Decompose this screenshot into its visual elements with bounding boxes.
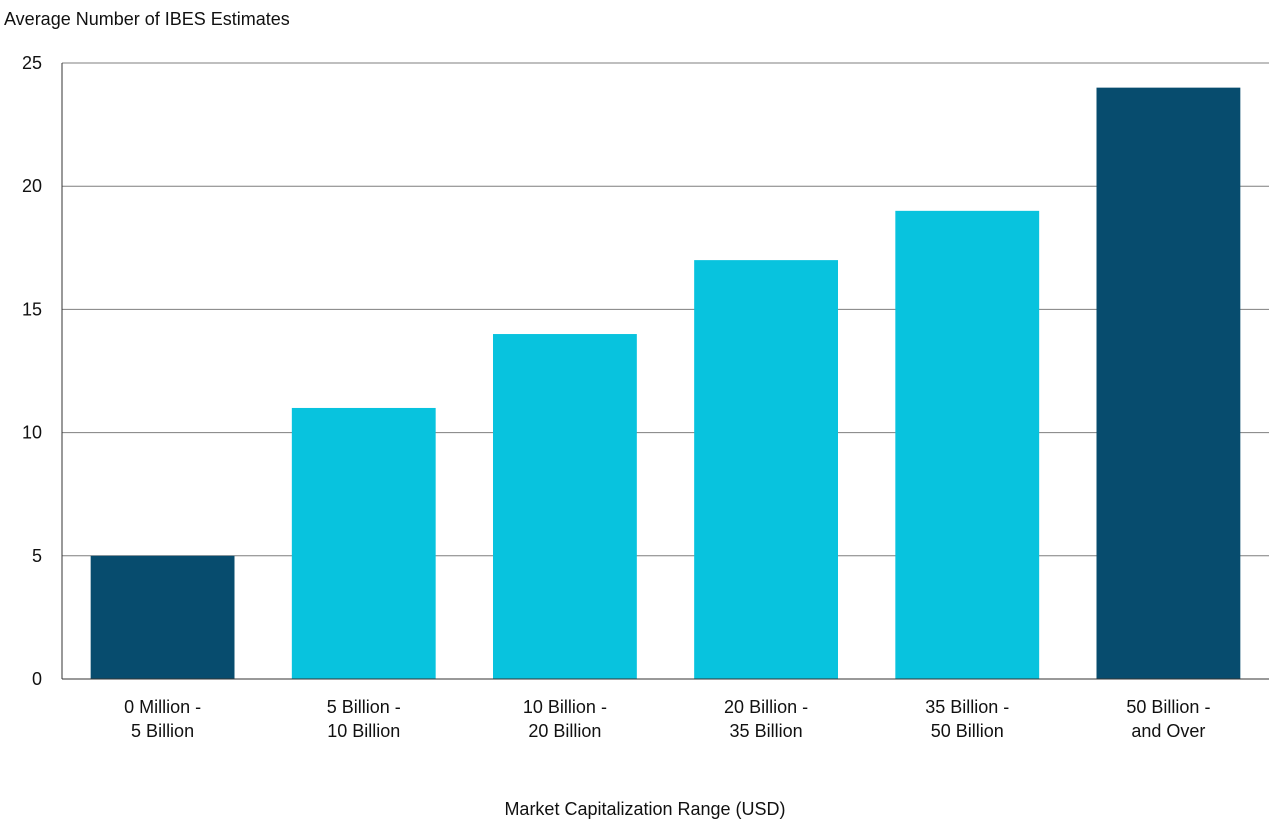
y-tick-label: 25 — [22, 53, 42, 73]
x-tick-label: 10 Billion - — [523, 697, 607, 717]
y-tick-label: 0 — [32, 669, 42, 689]
x-tick-label: 50 Billion — [931, 721, 1004, 741]
bar — [492, 334, 637, 679]
y-tick-label: 10 — [22, 423, 42, 443]
x-tick-label: 5 Billion - — [327, 697, 401, 717]
x-tick-label: 20 Billion — [528, 721, 601, 741]
x-tick-label: 35 Billion — [730, 721, 803, 741]
bar — [694, 260, 839, 679]
x-tick-label: 5 Billion — [131, 721, 194, 741]
x-tick-label: 0 Million - — [124, 697, 201, 717]
bar — [895, 210, 1040, 679]
y-axis-label: Average Number of IBES Estimates — [4, 9, 290, 29]
x-tick-label: 20 Billion - — [724, 697, 808, 717]
y-tick-label: 5 — [32, 546, 42, 566]
bar — [291, 407, 436, 679]
y-tick-label: 20 — [22, 176, 42, 196]
x-tick-label: and Over — [1131, 721, 1205, 741]
x-axis-label: Market Capitalization Range (USD) — [504, 799, 785, 819]
bar — [90, 555, 235, 679]
y-axis-ticks: 0 5 10 15 20 25 — [22, 53, 42, 689]
x-tick-label: 50 Billion - — [1126, 697, 1210, 717]
bars — [90, 87, 1241, 679]
x-axis-ticks: 0 Million - 5 Billion 5 Billion - 10 Billio… — [124, 697, 1210, 741]
y-tick-label: 15 — [22, 299, 42, 319]
x-tick-label: 35 Billion - — [925, 697, 1009, 717]
bar — [1096, 87, 1241, 679]
x-tick-label: 10 Billion — [327, 721, 400, 741]
gridlines — [62, 62, 1269, 557]
